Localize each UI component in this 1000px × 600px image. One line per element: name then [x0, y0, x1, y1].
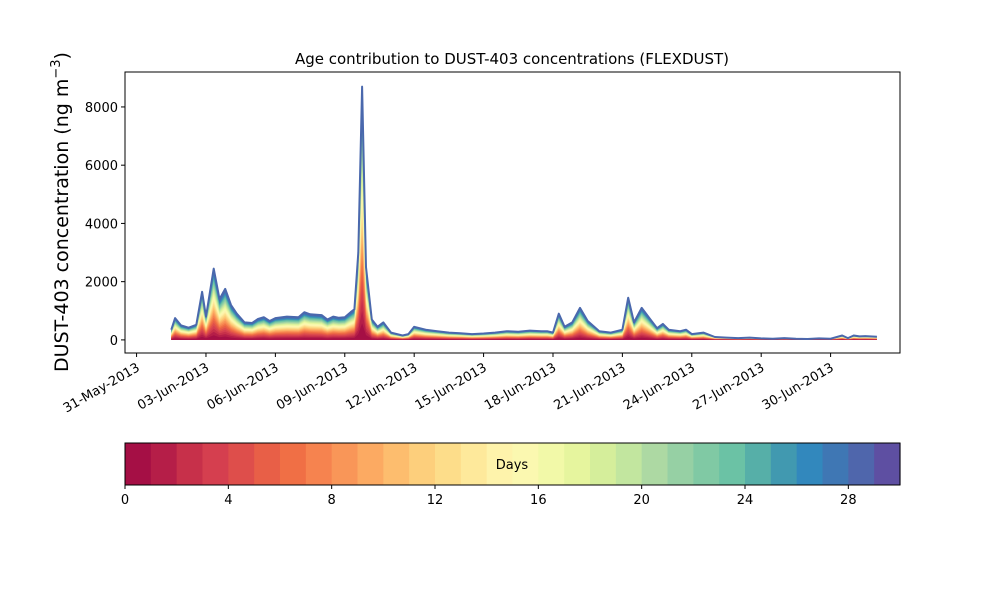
- colorbar-label: Days: [496, 458, 529, 473]
- y-tick-label: 2000: [85, 276, 118, 291]
- age-layer-day-28: [171, 93, 877, 340]
- age-layer-day-24: [171, 120, 877, 340]
- age-layer-day-18: [171, 164, 877, 340]
- age-layer-day-16: [171, 179, 877, 340]
- x-tick-label: 30-Jun-2013: [760, 360, 837, 413]
- colorbar-segment-day-18: [590, 443, 617, 485]
- y-axis-label: DUST-403 concentration (ng m−3): [49, 52, 73, 372]
- x-tick-label: 09-Jun-2013: [274, 360, 351, 413]
- colorbar-segment-day-25: [770, 443, 798, 485]
- colorbar-segment-day-12: [435, 443, 462, 485]
- age-layer-day-26: [171, 107, 877, 340]
- colorbar-tick-label: 8: [328, 493, 336, 508]
- colorbar-segment-day-26: [796, 443, 824, 485]
- x-tick-label: 03-Jun-2013: [135, 360, 212, 413]
- colorbar-segment-day-13: [460, 443, 488, 485]
- colorbar-segment-day-4: [228, 443, 255, 485]
- colorbar-segment-day-3: [202, 443, 229, 485]
- colorbar-segment-day-8: [331, 443, 359, 485]
- colorbar-segment-day-24: [745, 443, 772, 485]
- age-layer-day-27: [171, 100, 877, 340]
- x-tick-label: 24-Jun-2013: [621, 360, 698, 413]
- x-tick-label: 06-Jun-2013: [205, 360, 282, 413]
- colorbar-segment-day-1: [150, 443, 178, 485]
- colorbar-segment-day-16: [538, 443, 565, 485]
- colorbar-segment-day-28: [848, 443, 875, 485]
- colorbar-segment-day-5: [254, 443, 281, 485]
- x-tick-label: 27-Jun-2013: [690, 360, 767, 413]
- colorbar-segment-day-20: [641, 443, 669, 485]
- colorbar-segment-day-19: [615, 443, 643, 485]
- total-concentration-line: [170, 85, 877, 340]
- age-layer-day-21: [171, 142, 877, 340]
- chart-title: Age contribution to DUST-403 concentrati…: [295, 50, 729, 68]
- x-tick-label: 18-Jun-2013: [482, 360, 559, 413]
- age-layer-day-23: [171, 128, 877, 340]
- colorbar-segment-day-7: [305, 443, 333, 485]
- colorbar-segment-day-2: [176, 443, 204, 485]
- colorbar: [125, 443, 901, 485]
- colorbar-tick-label: 20: [633, 493, 650, 508]
- plot-frame: [124, 71, 901, 354]
- colorbar-segment-day-11: [409, 443, 436, 485]
- colorbar-segment-day-10: [383, 443, 410, 485]
- colorbar-segment-day-9: [357, 443, 384, 485]
- colorbar-segment-day-15: [512, 443, 539, 485]
- y-tick-label: 6000: [85, 159, 118, 174]
- colorbar-frame: [124, 442, 901, 486]
- colorbar-ticks: 0 4 8 12 16 20 24 28: [121, 485, 857, 508]
- age-layer-day-19: [171, 156, 877, 340]
- colorbar-segment-day-27: [822, 443, 849, 485]
- colorbar-segment-day-6: [280, 443, 307, 485]
- age-layer-day-22: [171, 135, 877, 340]
- colorbar-tick-label: 24: [737, 493, 754, 508]
- x-axis-ticks: 31-May-201303-Jun-201306-Jun-201309-Jun-…: [61, 353, 837, 416]
- colorbar-segment-day-14: [486, 443, 514, 485]
- colorbar-segment-day-23: [719, 443, 746, 485]
- age-layer-day-17: [171, 171, 877, 340]
- colorbar-segment-day-29: [874, 443, 901, 485]
- colorbar-tick-label: 4: [224, 493, 232, 508]
- colorbar-segment-day-0: [125, 443, 152, 485]
- x-tick-label: 21-Jun-2013: [552, 360, 629, 413]
- colorbar-tick-label: 12: [427, 493, 444, 508]
- y-axis-label-main: DUST-403 concentration (ng m: [51, 79, 73, 372]
- age-layer-day-20: [171, 149, 877, 340]
- age-contribution-areas: [171, 86, 877, 340]
- colorbar-segment-day-22: [693, 443, 720, 485]
- y-tick-label: 4000: [85, 217, 118, 232]
- age-layer-day-25: [171, 114, 877, 340]
- y-tick-label: 8000: [85, 101, 118, 116]
- colorbar-tick-label: 28: [840, 493, 857, 508]
- age-layer-day-29: [171, 86, 877, 340]
- y-axis-label-close: ): [51, 52, 73, 59]
- x-tick-label: 31-May-2013: [61, 360, 143, 416]
- x-tick-label: 12-Jun-2013: [343, 360, 420, 413]
- colorbar-segment-day-17: [564, 443, 591, 485]
- colorbar-tick-label: 16: [530, 493, 547, 508]
- y-axis-label-exponent: −3: [49, 59, 64, 78]
- colorbar-tick-label: 0: [121, 493, 129, 508]
- y-axis-ticks: 0 2000 4000 6000 8000: [85, 101, 125, 349]
- y-tick-label: 0: [110, 334, 118, 349]
- x-tick-label: 15-Jun-2013: [413, 360, 490, 413]
- colorbar-segment-day-21: [667, 443, 694, 485]
